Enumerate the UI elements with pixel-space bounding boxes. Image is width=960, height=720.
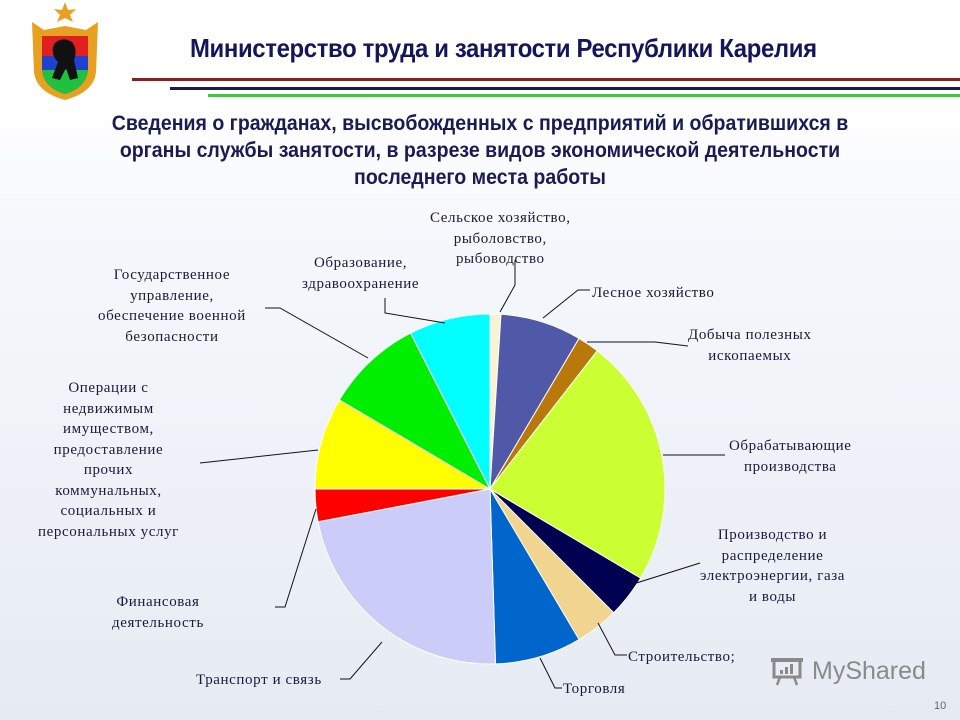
label-line: Производство и bbox=[717, 527, 828, 543]
label-line: Лесное хозяйство bbox=[592, 285, 715, 301]
leader-construction bbox=[597, 622, 627, 656]
decor-line-navy bbox=[170, 87, 960, 90]
label-line: предоставление bbox=[53, 441, 164, 458]
label-line: Сельское хозяйство, bbox=[430, 210, 571, 226]
label-line: недвижимым bbox=[63, 400, 154, 417]
label-manufacturing: Обрабатывающие производства bbox=[729, 436, 852, 477]
label-line: Образование, bbox=[313, 255, 408, 271]
decor-line-green bbox=[208, 94, 960, 97]
label-line: Строительство; bbox=[628, 649, 736, 665]
label-government: Государственное управление, обеспечение … bbox=[98, 265, 246, 347]
leader-forestry bbox=[542, 289, 590, 319]
label-line: безопасности bbox=[125, 328, 219, 345]
label-line: социальных и bbox=[60, 503, 157, 519]
label-line: Транспорт и связь bbox=[196, 672, 322, 688]
label-line: Операции с bbox=[68, 380, 149, 396]
leader-education bbox=[384, 298, 446, 324]
decor-line-red bbox=[132, 78, 960, 81]
label-line: Добыча полезных bbox=[688, 327, 812, 343]
leader-trade bbox=[539, 657, 562, 689]
label-line: персональных услуг bbox=[38, 523, 179, 540]
label-line: распределение bbox=[721, 547, 824, 564]
leader-agriculture bbox=[499, 260, 516, 313]
chart-title-line: органы службы занятости, в разрезе видов… bbox=[119, 139, 841, 162]
label-line: и воды bbox=[748, 588, 797, 605]
label-forestry: Лесное хозяйство bbox=[592, 283, 714, 304]
label-line: производства bbox=[743, 458, 837, 475]
label-line: электроэнергии, газа bbox=[700, 568, 846, 584]
leader-utilities bbox=[629, 562, 701, 586]
label-construction: Строительство; bbox=[628, 647, 735, 668]
leader-transport bbox=[340, 641, 383, 680]
leader-finance bbox=[275, 508, 317, 608]
page-number: 10 bbox=[934, 700, 947, 712]
chart-title-line: последнего места работы bbox=[354, 166, 606, 189]
label-line: имуществом, bbox=[63, 421, 154, 437]
label-line: коммунальных, bbox=[55, 482, 162, 499]
chart-title: Сведения о гражданах, высвобожденных с п… bbox=[71, 110, 889, 191]
label-trade: Торговля bbox=[563, 679, 625, 700]
presentation-board-icon bbox=[771, 658, 803, 686]
label-line: Финансовая bbox=[116, 594, 200, 610]
ministry-title: Министерство труда и занятости Республик… bbox=[190, 33, 817, 63]
pie-slice bbox=[489, 349, 666, 579]
pie-slice bbox=[409, 313, 491, 490]
chart-title-line: Сведения о гражданах, высвобожденных с п… bbox=[111, 112, 849, 135]
watermark: MyShared bbox=[770, 656, 926, 686]
label-line: здравоохранение bbox=[302, 275, 420, 292]
label-real-estate: Операции с недвижимым имуществом, предос… bbox=[38, 378, 179, 542]
label-line: рыболовство, bbox=[453, 230, 547, 247]
label-line: управление, bbox=[130, 287, 214, 304]
label-line: рыбоводство bbox=[455, 251, 545, 267]
label-line: ископаемых bbox=[708, 347, 792, 364]
label-mining: Добыча полезных ископаемых bbox=[688, 325, 812, 366]
watermark-text: MyShared bbox=[812, 656, 926, 685]
pie-slice bbox=[317, 488, 497, 665]
label-line: деятельность bbox=[112, 614, 204, 631]
slide-header: Министерство труда и занятости Республик… bbox=[0, 0, 960, 104]
leader-real-estate bbox=[199, 449, 319, 464]
label-line: обеспечение военной bbox=[98, 308, 246, 324]
label-transport: Транспорт и связь bbox=[196, 670, 322, 691]
leader-mining bbox=[587, 341, 689, 347]
label-finance: Финансовая деятельность bbox=[112, 592, 204, 633]
label-line: Государственное bbox=[113, 267, 231, 283]
label-agriculture: Сельское хозяйство, рыболовство, рыбовод… bbox=[430, 208, 571, 270]
label-line: Торговля bbox=[563, 681, 626, 697]
label-utilities: Производство и распределение электроэнер… bbox=[700, 525, 845, 607]
pie-slice bbox=[314, 399, 492, 490]
label-line: прочих bbox=[83, 462, 134, 478]
label-education: Образование, здравоохранение bbox=[302, 253, 419, 294]
leader-government bbox=[265, 307, 369, 359]
label-line: Обрабатывающие bbox=[729, 438, 852, 454]
karelia-coat-of-arms-icon bbox=[32, 2, 98, 100]
pie-slice bbox=[338, 332, 492, 491]
